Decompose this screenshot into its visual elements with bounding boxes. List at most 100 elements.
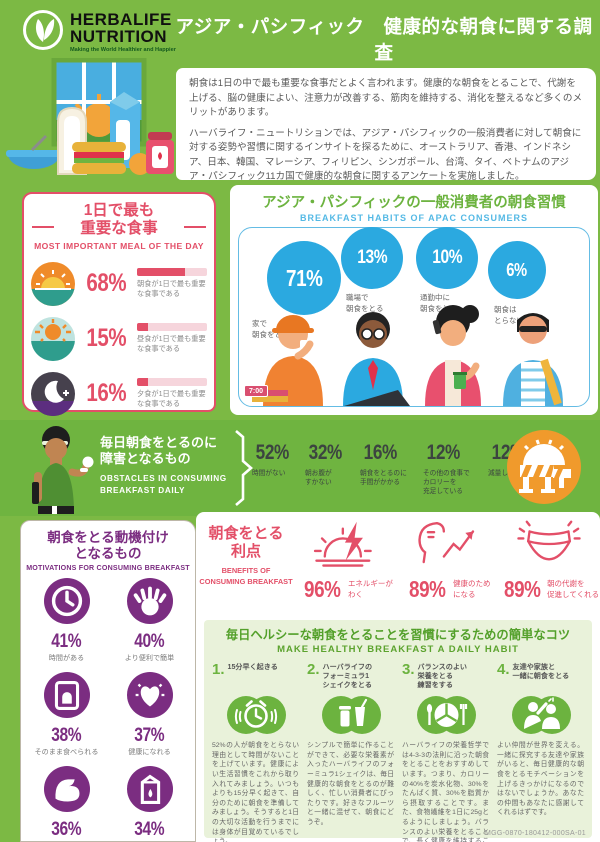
health-face-icon — [405, 521, 491, 573]
benefits-section: 朝食をとる 利点 BENEFITS OF CONSUMING BREAKFAST — [196, 512, 600, 618]
meal-row-breakfast: 68% 朝食が1日で最も重要な食事である — [24, 261, 214, 306]
most-important-meal-panel: 1日で最も 重要な食事 MOST IMPORTANT MEAL OF THE D… — [22, 192, 216, 416]
intro-panel: 朝食は1日の中で最も重要な食事だとよく言われます。健康的な朝食をとることで、代謝… — [176, 68, 596, 182]
alarm-clock-time: 7:00 — [244, 385, 269, 397]
obstacles-stats: 52% 時間がない 32% 朝お腹が すかない 16% 朝食をとるのに 手間がか… — [252, 441, 537, 496]
sunrise-icon — [31, 261, 75, 306]
tip-number: 2. — [307, 661, 320, 678]
motivation-stat: 36% よりエネルギーがわく — [25, 765, 108, 842]
tip-number: 3. — [402, 661, 415, 678]
stat-label-skip: 朝食は とらない — [494, 305, 524, 325]
obstacles-title-en: OBSTACLES IN CONSUMING BREAKFAST DAILY — [100, 473, 227, 495]
tip-number: 4. — [497, 661, 510, 678]
brand-line1: HERBALIFE — [70, 10, 172, 30]
tip-body: ハーバライフの栄養哲学では4-3-3の法則に沿った朝食をとることをおすすめしてい… — [402, 742, 489, 842]
meal-title-jp: 1日で最も 重要な食事 — [24, 202, 214, 238]
motivation-stat: 41% 時間がある — [25, 578, 108, 664]
meal-bar-breakfast: 朝食が1日で最も重要な食事である — [137, 268, 207, 298]
tip-column-2: 2. ハーバライフの フォーミュラ1 シェイクをとる シンプルで簡単に作ることが… — [307, 661, 394, 842]
obstacle-stat: 12% その他の食事で カロリーを 充足している — [423, 441, 470, 496]
tip-title: 15分早く起きる — [227, 663, 278, 671]
clock-icon — [43, 578, 90, 628]
motivation-stat: 37% 健康になれる — [108, 671, 191, 758]
tips-title-en: MAKE HEALTHY BREAKFAST A DAILY HABIT — [277, 644, 519, 655]
brand-line2: NUTRITION — [70, 26, 168, 46]
bottom-right-panel: 朝食をとる 利点 BENEFITS OF CONSUMING BREAKFAST — [196, 512, 600, 842]
tip-title: 友達や家族と 一緒に朝食をとる — [512, 663, 570, 681]
tip-number: 1. — [212, 661, 225, 678]
apac-habits-panel: アジア・パシフィックの一般消費者の朝食習慣 BREAKFAST HABITS O… — [230, 185, 598, 415]
stat-label-work: 職場で 朝食をとる — [346, 293, 384, 313]
tip-body: 52%の人が朝食をとらない理由として時間がないことを上げています。健康によい生活… — [212, 742, 299, 842]
herbalife-logo: HERBALIFE NUTRITION Making the World Hea… — [22, 9, 176, 56]
benefit-stat: 89% 朝の代謝を 促進してくれる — [499, 512, 600, 618]
brace-divider — [234, 429, 254, 512]
obstacle-stat: 52% 時間がない — [252, 441, 289, 477]
motivation-stat: 40% より便利で簡単 — [108, 578, 191, 664]
intro-paragraph-2: ハーバライフ・ニュートリションでは、アジア・パシフィックの一般消費者に対して朝食… — [189, 127, 582, 183]
herbalife-wordmark: HERBALIFE NUTRITION Making the World Hea… — [70, 10, 176, 52]
breakfast-food-illustration — [2, 57, 174, 186]
meal-pct-dinner: 16% — [86, 379, 126, 408]
tip-title: ハーバライフの フォーミュラ1 シェイクをとる — [322, 663, 373, 690]
motivations-title-en: MOTIVATIONS FOR CONSUMING BREAKFAST — [26, 564, 190, 573]
ready-meal-icon — [43, 671, 90, 722]
daytime-sun-icon — [31, 316, 75, 361]
page-title-jp: アジア・パシフィック 健康的な朝食に関する調査 — [175, 16, 593, 63]
meal-label-breakfast: 朝食が1日で最も重要な食事である — [137, 279, 206, 299]
apac-frame-border — [238, 227, 590, 407]
tip-body: よい仲間が世界を変える。一緒に探究する友達や家族がいると、毎日健康的な朝食をとる… — [497, 742, 584, 817]
tip-column-4: 4. 友達や家族と 一緒に朝食をとる — [497, 661, 584, 842]
herbalife-leaf-icon — [22, 9, 64, 56]
tip-title: バランスのよい 栄養をとる 練習をする — [417, 663, 468, 690]
stat-label-commute: 通勤中に 朝食をとる — [420, 293, 458, 313]
obstacles-title-jp: 毎日朝食をとるのに 障害となるもの — [100, 435, 218, 467]
athlete-woman-illustration — [8, 424, 108, 519]
stat-bubble-commute: 10% — [416, 227, 478, 289]
meal-label-dinner: 夕食が1日で最も重要な食事である — [137, 389, 206, 409]
apac-title-jp: アジア・パシフィックの一般消費者の朝食習慣 — [262, 195, 566, 211]
moon-icon — [31, 371, 75, 416]
obstacles-band: 毎日朝食をとるのに 障害となるもの OBSTACLES IN CONSUMING… — [0, 420, 600, 516]
intro-paragraph-1: 朝食は1日の中で最も重要な食事だとよく言われます。健康的な朝食をとることで、代謝… — [189, 78, 583, 119]
benefit-stat: 96% エネルギーが わく — [296, 512, 397, 618]
consumers-illustration — [248, 296, 580, 406]
obstacle-stat: 32% 朝お腹が すかない — [305, 441, 342, 487]
motivation-stat: 34% 必要な栄養素を そのまま食べられる朝食 — [108, 765, 191, 842]
tip-column-1: 1. 15分早く起きる 52%の人が朝食をとらない理由とし — [212, 661, 299, 842]
meal-bar-lunch: 昼食が1日で最も重要な食事である — [137, 323, 207, 353]
meal-row-lunch: 15% 昼食が1日で最も重要な食事である — [24, 316, 214, 361]
motivations-panel: 朝食をとる動機付け となるもの MOTIVATIONS FOR CONSUMIN… — [20, 520, 196, 842]
tips-panel: 毎日ヘルシーな朝食をとることを習慣にするための簡単なコツ MAKE HEALTH… — [204, 620, 592, 842]
heart-icon — [126, 671, 173, 722]
meal-row-dinner: 16% 夕食が1日で最も重要な食事である — [24, 371, 214, 416]
obstacle-stat: 16% 朝食をとるのに 手間がかかる — [360, 441, 407, 487]
hand-icon — [126, 578, 173, 628]
commuter-man-figure — [503, 313, 563, 406]
sunrise-barrier-icon — [507, 430, 581, 509]
benefit-stat: 89% 健康のため になる — [397, 512, 498, 618]
motivations-title-jp: 朝食をとる動機付け となるもの — [47, 530, 169, 562]
milk-carton-icon — [126, 765, 173, 816]
alarm-clock-icon — [212, 693, 299, 737]
energy-sunrise-icon — [304, 521, 390, 573]
friends-icon — [497, 693, 584, 737]
shake-icon — [307, 693, 394, 737]
motivation-stat: 38% そのまま食べられる — [25, 671, 108, 758]
apac-title-en: BREAKFAST HABITS OF APAC CONSUMERS — [299, 213, 528, 223]
woman-figure — [425, 305, 481, 406]
tip-column-3: 3. バランスのよい 栄養をとる 練習をする ハーバライフの栄養哲学では4-3-… — [402, 661, 489, 842]
meal-pct-lunch: 15% — [86, 324, 126, 353]
balanced-plate-icon — [402, 693, 489, 737]
benefits-title-en: BENEFITS OF CONSUMING BREAKFAST — [199, 566, 293, 587]
stat-bubble-home: 71% — [267, 241, 341, 315]
meal-label-lunch: 昼食が1日で最も重要な食事である — [137, 334, 206, 354]
stat-bubble-skip: 6% — [488, 241, 546, 299]
muscle-icon — [43, 765, 90, 816]
stat-label-home: 家で 朝食をとる — [252, 319, 290, 339]
benefits-title-jp: 朝食をとる 利点 — [208, 525, 284, 560]
meal-pct-breakfast: 68% — [86, 269, 126, 298]
metabolism-waist-icon — [506, 520, 592, 573]
meal-title-en: MOST IMPORTANT MEAL OF THE DAY — [34, 240, 204, 251]
